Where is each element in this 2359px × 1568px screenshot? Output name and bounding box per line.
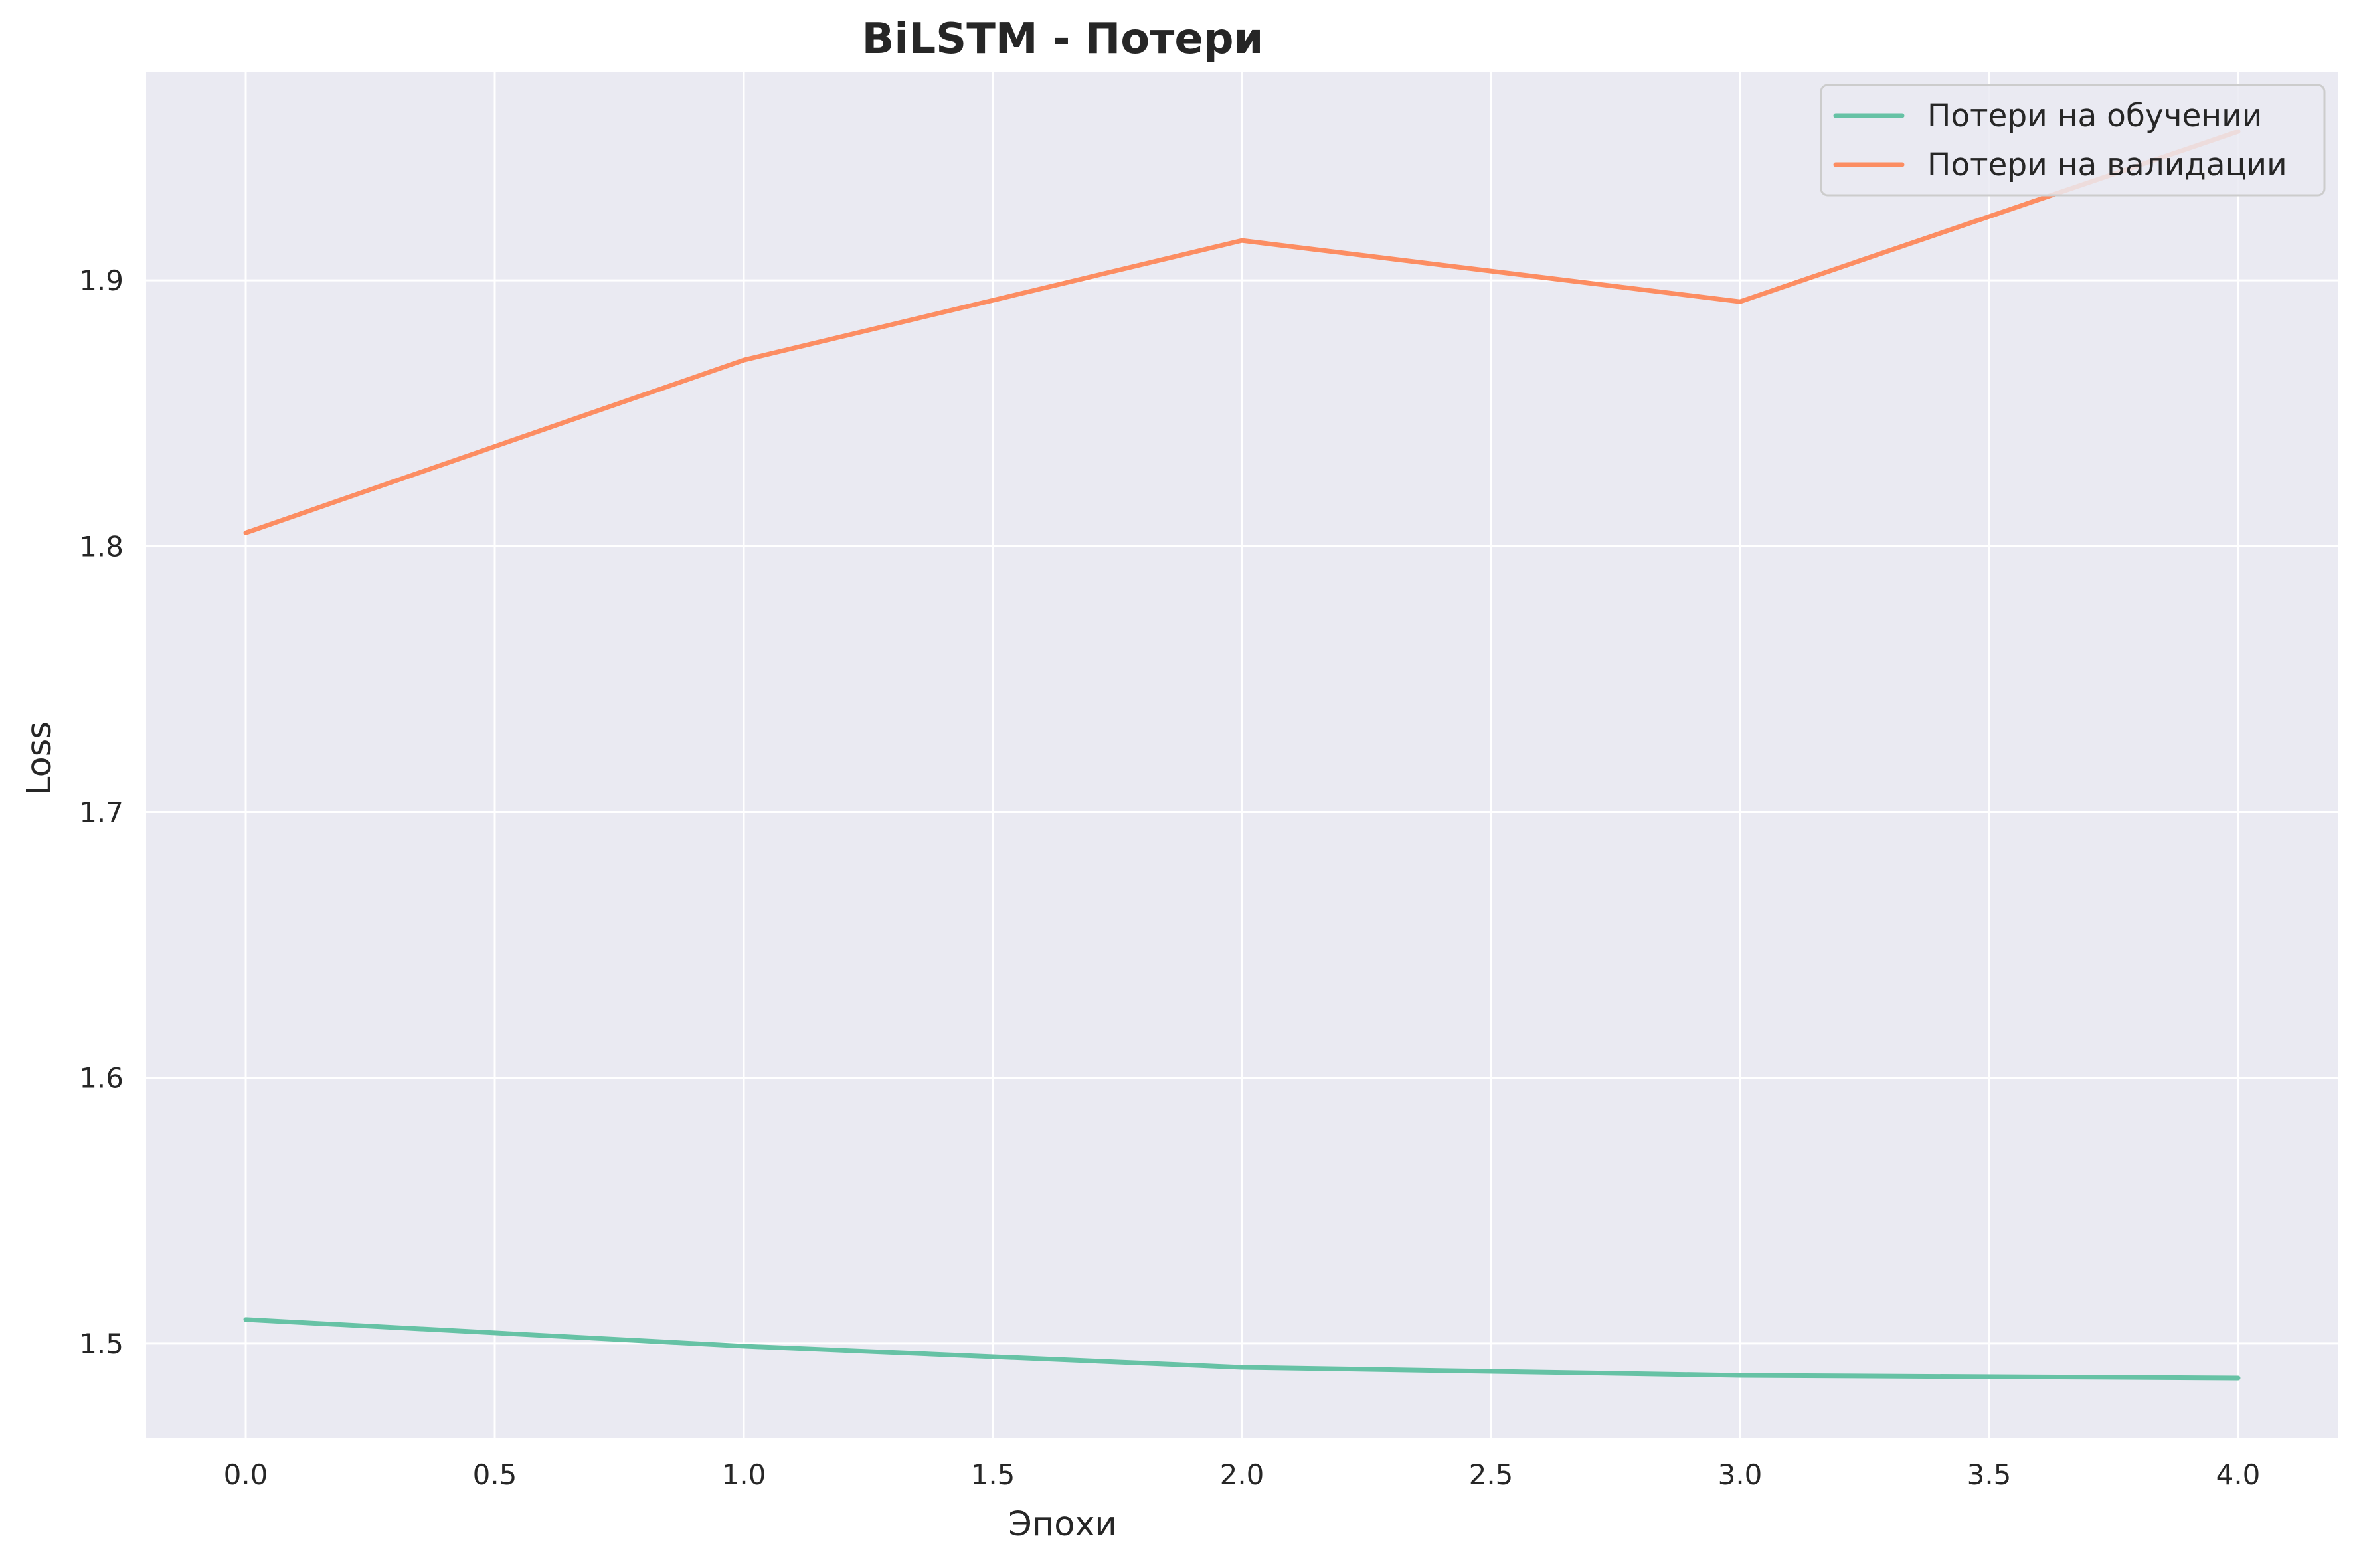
legend: Потери на обучении Потери на валидации bbox=[1820, 84, 2326, 197]
x-tick-label: 3.5 bbox=[1967, 1458, 2012, 1491]
x-tick-label: 2.0 bbox=[1220, 1458, 1265, 1491]
series-line-1 bbox=[243, 129, 2241, 535]
x-tick-label: 2.5 bbox=[1469, 1458, 1514, 1491]
legend-label-1: Потери на валидации bbox=[1927, 147, 2287, 183]
y-tick-label: 1.5 bbox=[79, 1328, 124, 1360]
x-tick-label: 3.0 bbox=[1718, 1458, 1763, 1491]
grid bbox=[146, 72, 2338, 1438]
x-tick-label: 1.5 bbox=[971, 1458, 1015, 1491]
x-tick-label: 4.0 bbox=[2216, 1458, 2261, 1491]
y-tick-label: 1.6 bbox=[79, 1062, 124, 1094]
series-line-0 bbox=[243, 1317, 2241, 1381]
legend-box bbox=[1820, 84, 2326, 197]
x-tick-label: 1.0 bbox=[722, 1458, 766, 1491]
y-axis-label: Loss bbox=[20, 721, 59, 796]
legend-label-0: Потери на обучении bbox=[1927, 98, 2262, 134]
x-tick-labels: 0.0 0.5 1.0 1.5 2.0 2.5 3.0 3.5 4.0 bbox=[224, 1458, 2261, 1491]
y-tick-label: 1.8 bbox=[79, 530, 124, 563]
y-tick-label: 1.9 bbox=[79, 264, 124, 297]
y-tick-labels: 1.5 1.6 1.7 1.8 1.9 bbox=[79, 264, 124, 1360]
x-axis-label: Эпохи bbox=[1008, 1505, 1116, 1544]
y-tick-label: 1.7 bbox=[79, 796, 124, 829]
series-lines bbox=[243, 129, 2241, 1381]
x-tick-label: 0.0 bbox=[224, 1458, 268, 1491]
x-tick-label: 0.5 bbox=[473, 1458, 517, 1491]
chart-title: BiLSTM - Потери bbox=[862, 15, 1264, 64]
